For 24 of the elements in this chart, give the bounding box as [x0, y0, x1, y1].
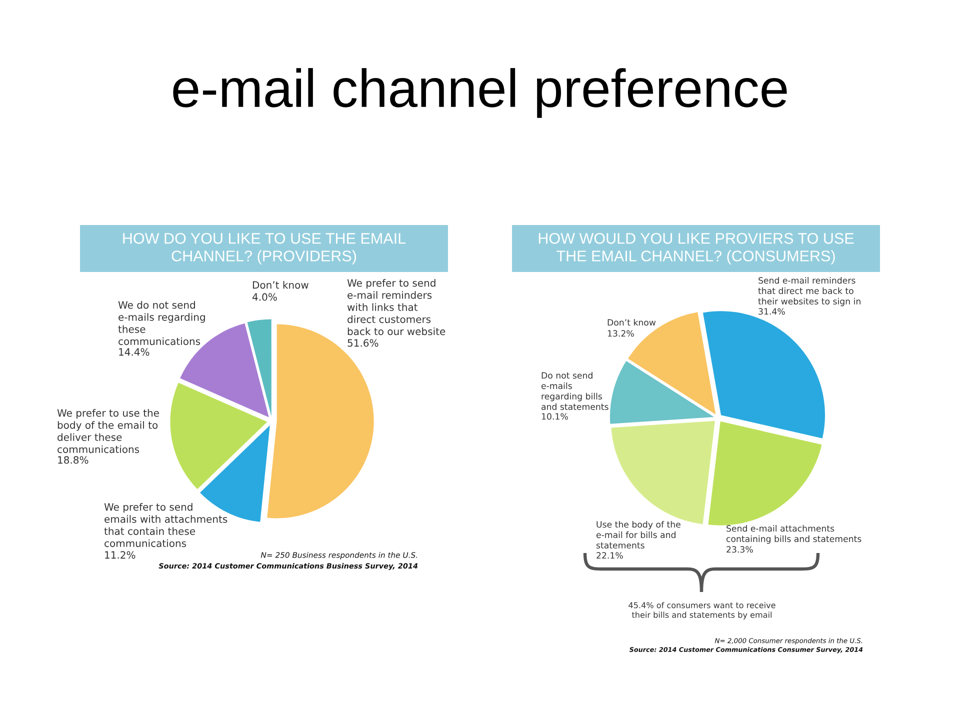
- chart-title: HOW WOULD YOU LIKE PROVIERS TO USE THE EMAIL CHANNEL? (CONSUMERS): [538, 233, 854, 264]
- slice-label: Do not send e-mails regarding bills and statements: [541, 372, 608, 410]
- text: 45.4% of consumers want to receive their bills and statements by email: [628, 602, 776, 620]
- slice-label: Send e-mail reminders that direct me back to their websites to sign in: [758, 277, 860, 306]
- slice-label: We prefer to send e-mail reminders with links that direct customers back to our website: [347, 279, 446, 336]
- data-label: 14.4%: [119, 348, 150, 356]
- data-label: 31.4%: [758, 308, 785, 315]
- data-label: 4.0%: [252, 293, 277, 301]
- chart-title: HOW DO YOU LIKE TO USE THE EMAIL CHANNEL? (PROVIDERS): [123, 233, 406, 264]
- slice-label: We do not send e-mails regarding these communications: [118, 301, 205, 346]
- data-label: 23.3%: [726, 546, 753, 553]
- text: e-mail channel preference: [173, 68, 787, 118]
- slice-label: Don’t know: [252, 281, 308, 289]
- data-label: 11.2%: [105, 551, 136, 559]
- slice-label: Don’t know: [608, 319, 656, 326]
- slice-label: Send e-mail attachments containing bills and statements: [726, 525, 862, 544]
- data-label: 18.8%: [58, 456, 88, 464]
- data-label: 51.6%: [348, 339, 378, 347]
- data-label: 13.2%: [608, 330, 634, 337]
- slice-label: We prefer to send emails with attachments that contain these communications: [104, 503, 228, 548]
- slice-label: Use the body of the e-mail for bills and statements: [596, 521, 680, 549]
- data-label: 10.1%: [542, 413, 568, 420]
- slice-label: We prefer to use the body of the email to deliver these communications: [57, 409, 159, 454]
- data-label: 22.1%: [596, 552, 623, 559]
